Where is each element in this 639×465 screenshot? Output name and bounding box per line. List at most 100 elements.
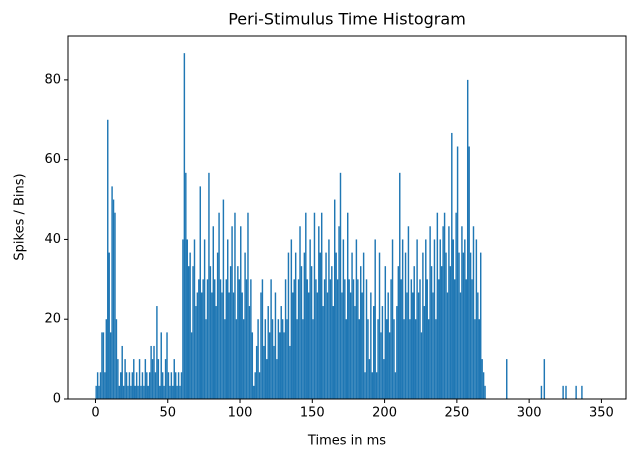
bar xyxy=(224,319,226,399)
bar xyxy=(484,385,486,399)
bar xyxy=(302,319,304,399)
bar xyxy=(176,385,178,399)
bar xyxy=(274,292,277,399)
bar xyxy=(430,266,433,399)
bar xyxy=(195,306,197,399)
bar xyxy=(134,385,136,399)
bar xyxy=(279,332,281,399)
bar xyxy=(287,252,290,399)
bar xyxy=(309,239,311,399)
bar xyxy=(465,279,467,399)
bar xyxy=(349,292,352,399)
bar xyxy=(189,252,191,399)
bar xyxy=(221,292,223,399)
bar xyxy=(292,292,294,399)
bar xyxy=(360,266,362,399)
bar xyxy=(407,226,410,399)
bar xyxy=(180,372,183,399)
bar xyxy=(263,345,265,399)
plot-frame xyxy=(67,35,627,400)
bar xyxy=(354,306,356,399)
bar xyxy=(240,226,242,399)
bar xyxy=(446,292,449,399)
bar xyxy=(111,186,113,399)
bar xyxy=(429,226,431,399)
bar xyxy=(154,372,157,399)
bar xyxy=(328,239,330,399)
bar xyxy=(166,332,168,399)
bar xyxy=(351,252,353,399)
bar xyxy=(146,372,148,399)
bar xyxy=(137,385,139,399)
bar xyxy=(543,359,546,399)
bar xyxy=(117,359,119,399)
bar xyxy=(355,239,358,399)
bar xyxy=(374,239,376,399)
bar xyxy=(373,306,375,399)
bar xyxy=(406,292,408,399)
bar xyxy=(419,279,421,399)
bar xyxy=(315,279,317,399)
bar xyxy=(506,359,508,399)
bar xyxy=(147,385,149,399)
bar xyxy=(257,319,259,399)
y-tick-label: 60 xyxy=(44,152,61,167)
x-tick-label: 350 xyxy=(589,406,614,421)
bar xyxy=(393,319,395,399)
bar xyxy=(565,385,567,399)
bar xyxy=(133,359,135,399)
bar xyxy=(212,226,215,399)
bar xyxy=(540,385,543,399)
bar xyxy=(323,279,326,399)
bar xyxy=(471,279,473,399)
bar xyxy=(255,345,258,399)
bar xyxy=(448,226,450,399)
bar xyxy=(468,146,470,399)
bar xyxy=(192,266,194,399)
bar xyxy=(482,372,485,399)
bar xyxy=(332,306,334,399)
bar xyxy=(202,279,204,399)
bar xyxy=(307,292,310,399)
bar xyxy=(237,266,239,399)
bar xyxy=(183,53,186,400)
bar xyxy=(464,239,466,399)
bar xyxy=(293,279,295,399)
bar xyxy=(364,372,366,399)
bar xyxy=(306,279,308,399)
bar xyxy=(397,266,400,399)
bar xyxy=(120,372,122,399)
bar xyxy=(462,252,465,399)
bar xyxy=(378,252,381,399)
bar xyxy=(451,132,453,399)
bar xyxy=(391,239,394,399)
bar xyxy=(426,279,428,399)
bar xyxy=(153,345,155,399)
bar xyxy=(161,372,164,399)
bar xyxy=(232,292,235,399)
bar xyxy=(114,212,116,399)
bar xyxy=(335,252,337,399)
bar xyxy=(138,359,141,399)
bar xyxy=(102,332,105,399)
bar xyxy=(477,292,479,399)
bar xyxy=(456,146,459,399)
bar xyxy=(305,212,307,399)
bar xyxy=(98,385,100,399)
bar xyxy=(329,279,332,399)
bar xyxy=(99,372,102,399)
bar xyxy=(151,359,154,399)
bar xyxy=(159,385,161,399)
bar xyxy=(185,172,187,399)
bar xyxy=(219,279,222,399)
bar xyxy=(367,319,369,399)
bar xyxy=(118,385,121,399)
bar xyxy=(303,252,306,399)
bar xyxy=(261,279,264,399)
bar xyxy=(198,279,200,399)
bar xyxy=(130,385,132,399)
bar xyxy=(283,332,285,399)
bar xyxy=(96,372,99,399)
y-axis-label: Spikes / Bins) xyxy=(13,173,28,260)
